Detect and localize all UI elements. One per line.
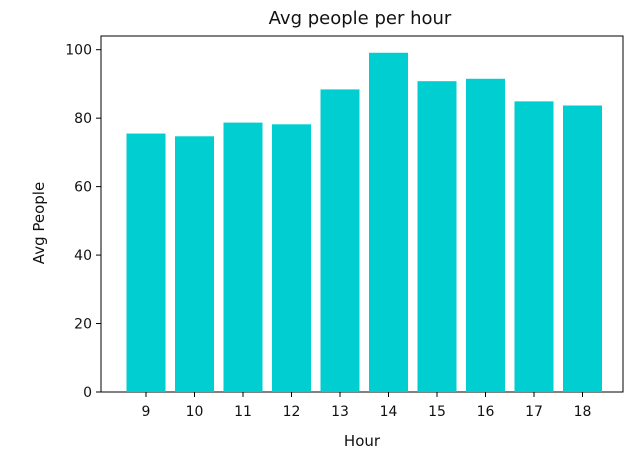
bar-hour-9 <box>126 133 166 393</box>
x-tick-label-17: 17 <box>525 404 543 420</box>
y-axis-label: Avg People <box>30 182 48 264</box>
y-tick-label-60: 60 <box>74 180 92 196</box>
bar-hour-12 <box>272 124 311 393</box>
bar-hour-16 <box>466 78 505 393</box>
x-tick-label-9: 9 <box>142 404 151 420</box>
y-tick-label-0: 0 <box>83 385 92 401</box>
x-tick-label-12: 12 <box>283 404 301 420</box>
y-axis: 0 20 40 60 80 100 <box>65 43 101 401</box>
x-tick-label-14: 14 <box>380 404 398 420</box>
x-axis-label: Hour <box>344 432 381 450</box>
x-tick-label-13: 13 <box>331 404 349 420</box>
bar-hour-15 <box>417 81 457 392</box>
bar-hour-10 <box>175 136 214 392</box>
y-tick-label-40: 40 <box>74 248 92 264</box>
bars-group <box>126 52 602 393</box>
plot-frame <box>100 35 624 393</box>
y-tick-label-100: 100 <box>65 43 92 59</box>
x-tick-label-16: 16 <box>477 404 495 420</box>
x-tick-label-15: 15 <box>428 404 446 420</box>
plot-area <box>100 35 624 393</box>
bar-hour-18 <box>563 105 602 392</box>
x-axis: 9 10 11 12 13 14 15 16 17 18 <box>142 392 592 420</box>
y-tick-label-20: 20 <box>74 317 92 333</box>
chart-title: Avg people per hour <box>269 8 452 29</box>
bar-hour-11 <box>223 122 263 392</box>
x-tick-label-11: 11 <box>234 404 252 420</box>
x-tick-label-18: 18 <box>574 404 592 420</box>
bar-hour-17 <box>514 101 554 392</box>
bar-hour-14 <box>369 52 408 393</box>
x-tick-label-10: 10 <box>186 404 204 420</box>
bar-hour-13 <box>320 89 360 393</box>
y-tick-label-80: 80 <box>74 111 92 127</box>
